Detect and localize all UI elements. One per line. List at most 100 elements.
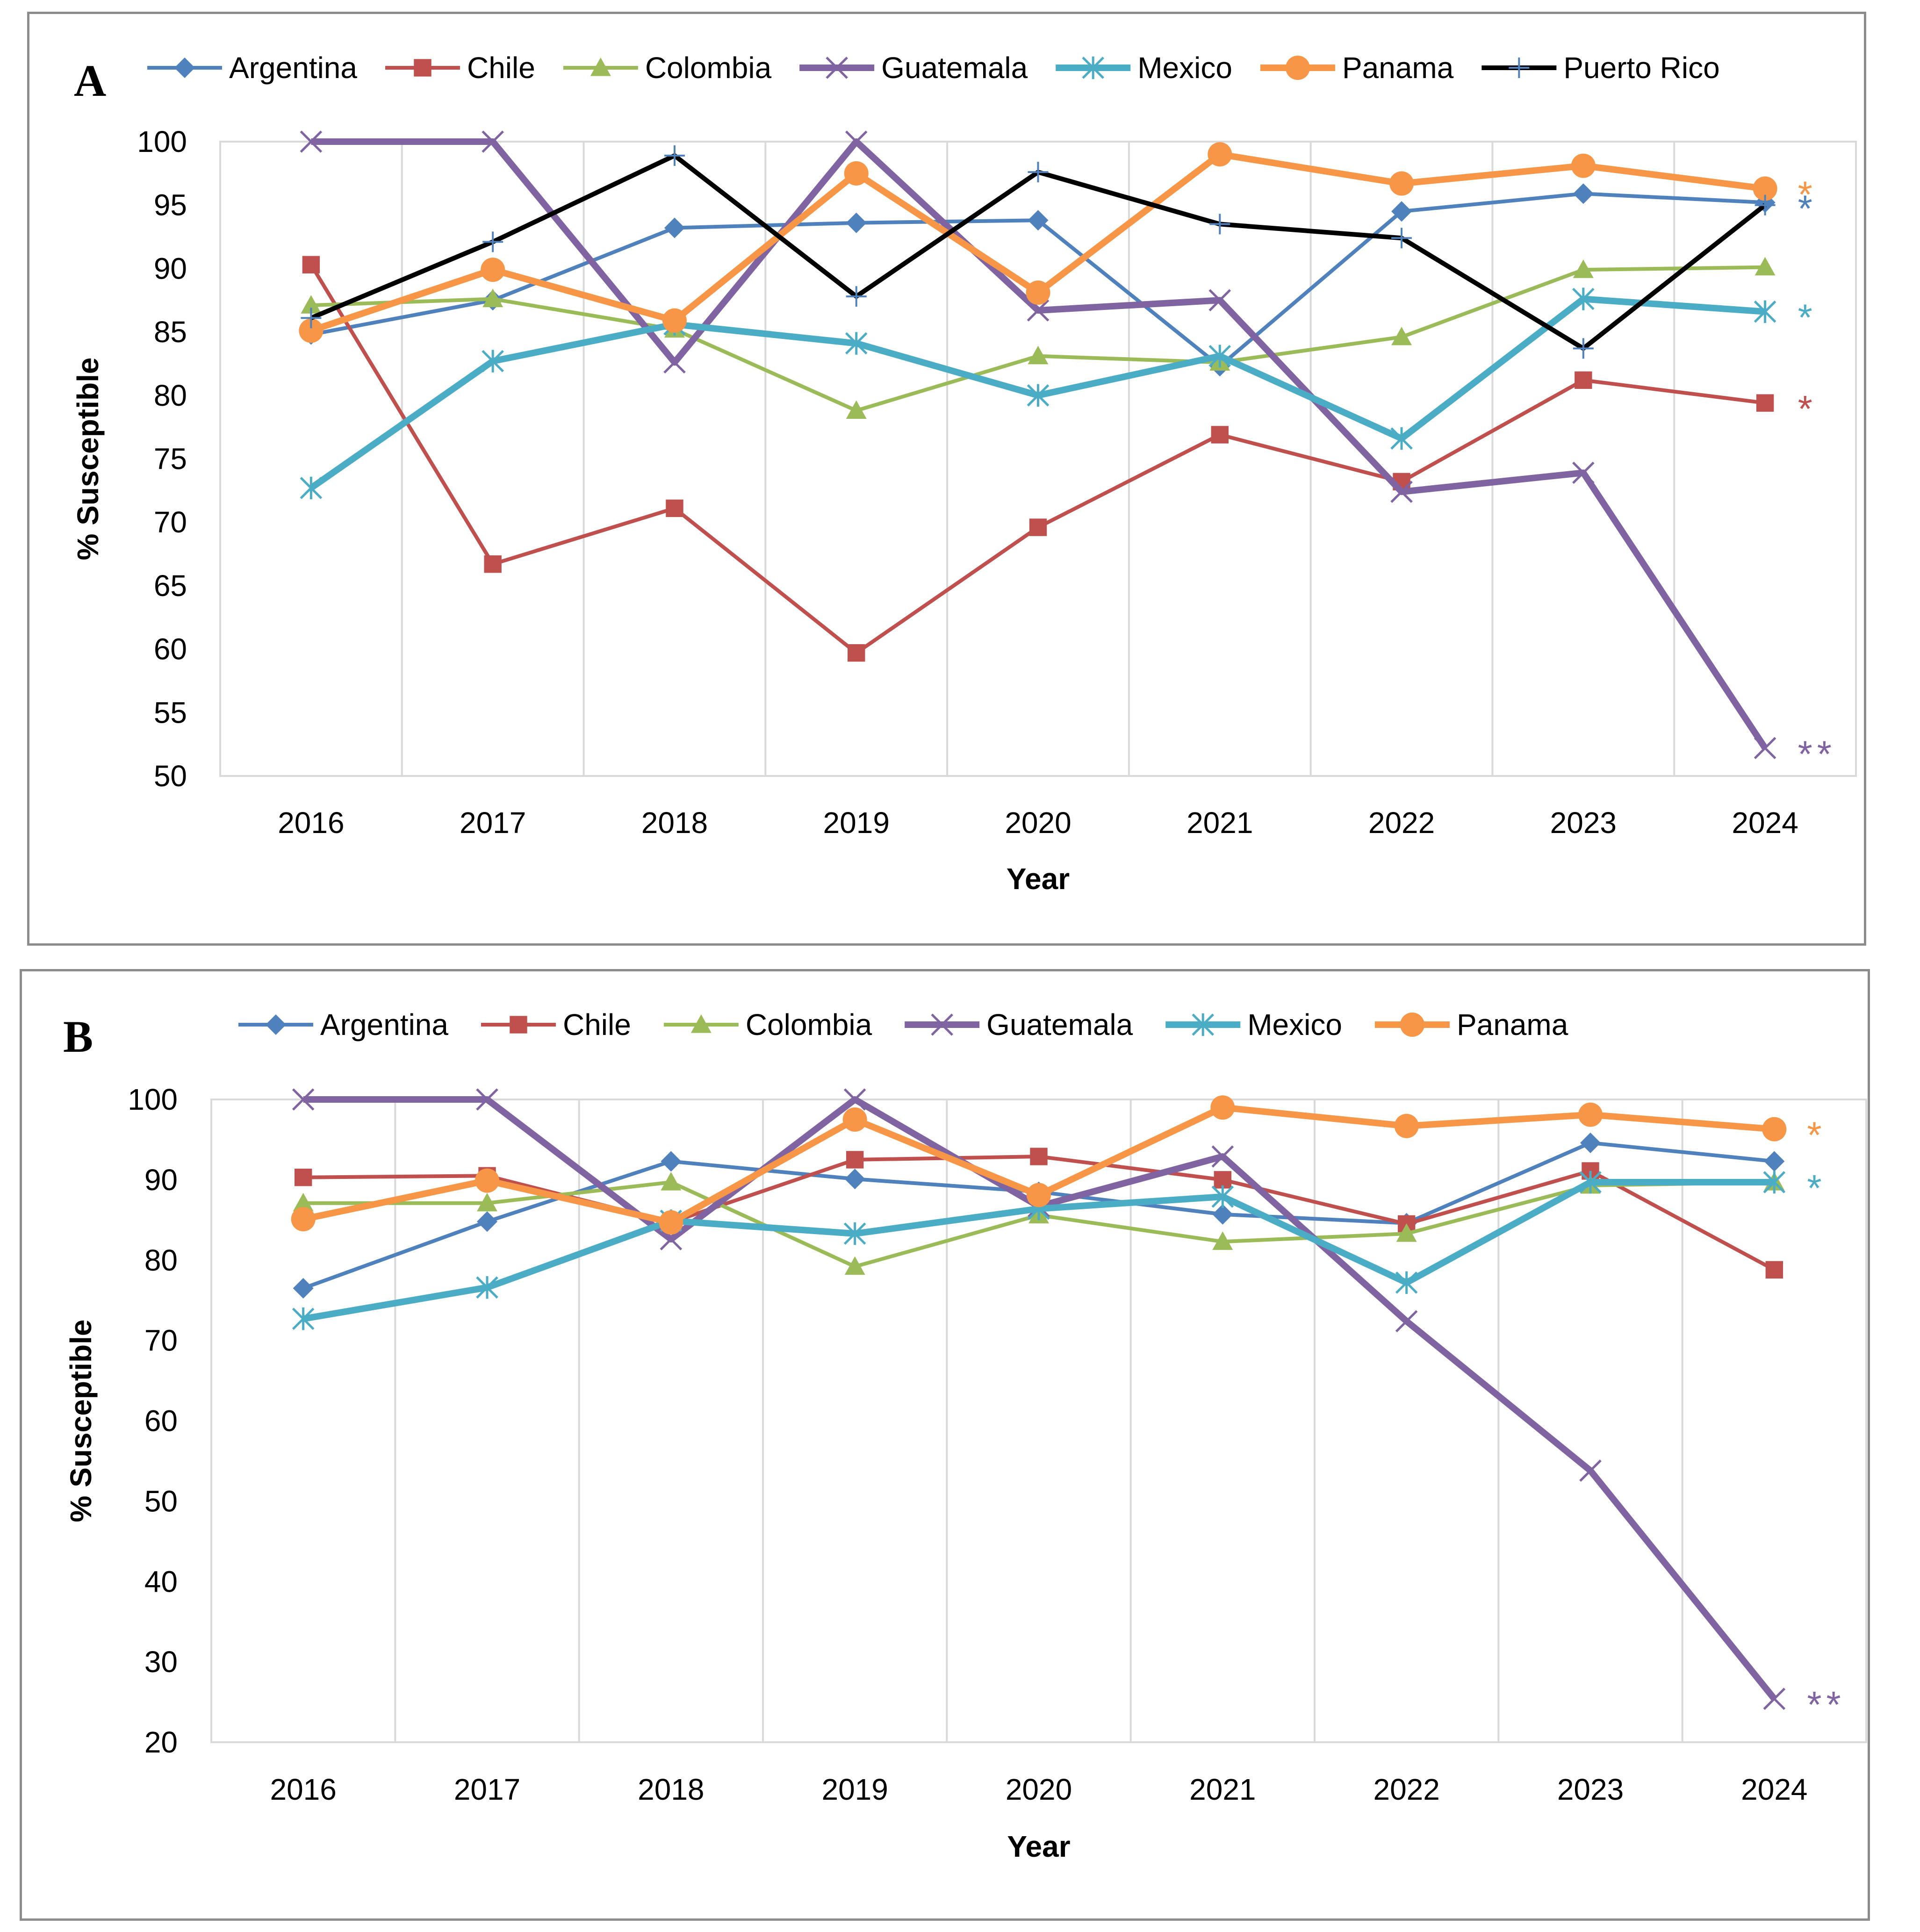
legend-label: Mexico xyxy=(1137,51,1232,85)
legend-item-panama: Panama xyxy=(1374,1008,1568,1041)
legend-item-puerto-rico: Puerto Rico xyxy=(1481,51,1720,85)
legend-marker-guatemala xyxy=(826,57,848,79)
legend-label: Colombia xyxy=(645,51,772,85)
legend-item-chile: Chile xyxy=(385,51,535,85)
x-tick-label: 2016 xyxy=(270,1773,336,1806)
legend-marker-chile xyxy=(510,1016,527,1034)
x-tick-label: 2018 xyxy=(638,1773,704,1806)
data-point-guatemala xyxy=(1579,1459,1602,1482)
data-point-puerto-rico xyxy=(1209,214,1230,235)
data-point-argentina xyxy=(1391,201,1412,222)
data-point-guatemala xyxy=(292,1088,315,1111)
data-point-colombia xyxy=(301,295,322,314)
legend-item-panama: Panama xyxy=(1260,51,1454,85)
chart-panel-a: A 50 55 60 65 70 75 80 85 90 95 100 2016 2017 2018 2019… xyxy=(71,51,1857,896)
data-point-panama xyxy=(1389,171,1414,196)
x-tick-label: 2017 xyxy=(454,1773,520,1806)
data-point-panama xyxy=(1762,1117,1787,1142)
legend-label: Argentina xyxy=(229,51,357,85)
legend-label: Colombia xyxy=(746,1008,872,1041)
data-point-panama xyxy=(1210,1095,1235,1120)
x-tick-label: 2024 xyxy=(1732,806,1798,840)
x-tick-label: 2021 xyxy=(1187,806,1253,840)
legend-label: Panama xyxy=(1342,51,1454,85)
x-tick-label: 2023 xyxy=(1557,1773,1624,1806)
legend-label: Chile xyxy=(563,1008,631,1041)
data-point-chile xyxy=(484,555,502,573)
legend-label: Puerto Rico xyxy=(1563,51,1719,85)
data-point-panama xyxy=(1394,1113,1419,1138)
series-panama xyxy=(299,142,1777,343)
data-point-guatemala xyxy=(1390,481,1413,503)
data-point-puerto-rico xyxy=(482,231,503,252)
data-point-colombia xyxy=(1028,345,1049,365)
data-point-guatemala xyxy=(476,1088,498,1111)
data-point-panama xyxy=(1571,153,1596,178)
legend-marker-puerto-rico xyxy=(1509,57,1530,78)
x-tick-label: 2022 xyxy=(1373,1773,1439,1806)
data-point-chile xyxy=(302,256,320,273)
y-tick-label: 100 xyxy=(128,1083,178,1116)
legend-marker-chile xyxy=(414,59,431,77)
legend-label: Mexico xyxy=(1247,1008,1342,1041)
plot-area-border xyxy=(210,1099,1867,1743)
y-tick-label: 100 xyxy=(137,125,187,158)
data-point-puerto-rico xyxy=(1755,194,1776,215)
data-point-mexico xyxy=(300,476,323,500)
y-tick-label: 40 xyxy=(144,1565,178,1598)
legend-item-guatemala: Guatemala xyxy=(905,1008,1133,1041)
legend-item-argentina: Argentina xyxy=(147,51,357,85)
legend-marker-argentina xyxy=(266,1014,286,1035)
data-point-colombia xyxy=(1573,259,1594,278)
y-tick-label: 60 xyxy=(154,632,187,666)
data-point-panama xyxy=(475,1168,499,1193)
x-tick-label: 2019 xyxy=(821,1773,888,1806)
x-tick-label: 2024 xyxy=(1741,1773,1807,1806)
data-point-guatemala xyxy=(1754,737,1776,760)
data-point-mexico xyxy=(292,1307,315,1330)
data-point-mexico xyxy=(1208,345,1231,367)
series-line-guatemala xyxy=(311,138,1768,750)
series-colombia xyxy=(301,257,1776,419)
data-point-panama xyxy=(481,258,505,282)
data-point-argentina xyxy=(844,1169,865,1190)
data-point-colombia xyxy=(1212,1231,1233,1250)
data-point-chile xyxy=(846,1151,864,1169)
data-point-argentina xyxy=(1573,183,1594,204)
data-point-panama xyxy=(842,1107,867,1132)
data-point-puerto-rico xyxy=(846,286,867,307)
data-point-mexico xyxy=(1754,300,1776,323)
legend-marker-colombia xyxy=(590,57,611,76)
legend-marker-panama xyxy=(1285,56,1310,80)
series-puerto-rico xyxy=(301,145,1776,359)
data-point-argentina xyxy=(1212,1204,1233,1225)
significance-marker-panama: * xyxy=(1798,173,1817,215)
data-point-colombia xyxy=(661,1172,682,1191)
legend-marker-mexico xyxy=(1192,1013,1214,1036)
data-point-panama xyxy=(1753,176,1777,201)
data-point-panama xyxy=(291,1207,316,1232)
data-point-mexico xyxy=(1027,384,1050,407)
data-point-guatemala xyxy=(482,130,504,153)
data-point-argentina xyxy=(1764,1151,1785,1172)
y-tick-label: 80 xyxy=(154,379,187,412)
x-tick-label: 2023 xyxy=(1550,806,1617,840)
data-point-panama xyxy=(1208,142,1232,167)
y-axis-title: % Susceptible xyxy=(71,358,105,560)
y-tick-label: 20 xyxy=(144,1725,178,1759)
data-point-guatemala xyxy=(845,130,868,153)
x-axis-title: Year xyxy=(1007,862,1070,896)
significance-marker-argentina: * xyxy=(1798,187,1817,229)
data-point-mexico xyxy=(482,350,504,373)
data-point-mexico xyxy=(1395,1271,1418,1294)
panel-b-letter: B xyxy=(63,1012,93,1062)
data-point-mexico xyxy=(1211,1185,1234,1208)
y-tick-label: 85 xyxy=(154,315,187,349)
data-point-guatemala xyxy=(843,1088,866,1111)
data-point-colombia xyxy=(1396,1223,1417,1242)
legend-marker-argentina xyxy=(174,57,195,78)
data-point-panama xyxy=(662,308,687,333)
legend-marker-mexico xyxy=(1082,56,1104,79)
data-point-mexico xyxy=(843,1222,866,1245)
